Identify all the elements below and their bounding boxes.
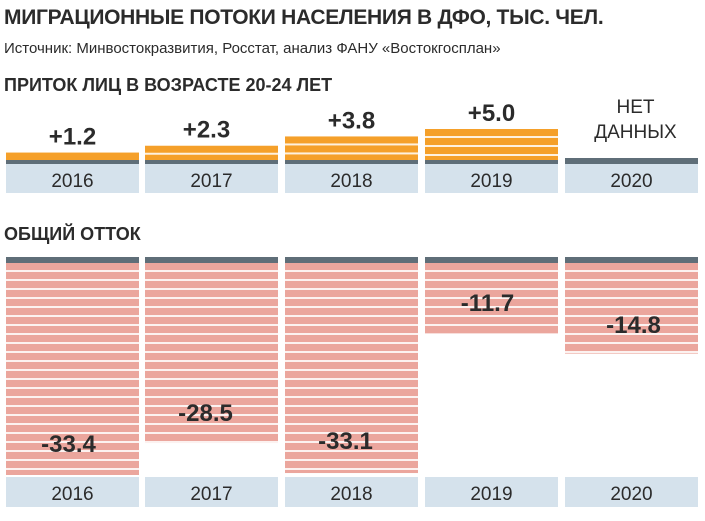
outflow-bar-2020 — [565, 263, 698, 354]
chart-source: Источник: Минвостокразвития, Росстат, ан… — [4, 40, 501, 57]
inflow-year-band — [285, 164, 418, 193]
outflow-baseline — [285, 257, 418, 263]
inflow-year-band — [425, 164, 558, 193]
inflow-year-label: 2016 — [51, 171, 93, 192]
outflow-year-band — [145, 477, 278, 507]
inflow-baseline — [565, 158, 698, 164]
inflow-year-label: 2017 — [190, 171, 232, 192]
inflow-baseline — [425, 158, 558, 164]
outflow-bar-2018 — [285, 263, 418, 474]
inflow-value-label: +5.0 — [468, 100, 515, 127]
outflow-baseline — [145, 257, 278, 263]
outflow-value-label: -33.4 — [41, 431, 96, 458]
outflow-year-band — [565, 477, 698, 507]
outflow-year-band — [425, 477, 558, 507]
inflow-bar-2019 — [425, 129, 558, 160]
outflow-bar-2019 — [425, 263, 558, 334]
outflow-year-label: 2017 — [190, 484, 232, 505]
outflow-section-title: ОБЩИЙ ОТТОК — [4, 224, 141, 244]
outflow-baseline — [425, 257, 558, 263]
outflow-bar-2016 — [6, 263, 139, 475]
inflow-value-label: +2.3 — [183, 117, 230, 144]
inflow-baseline — [285, 158, 418, 164]
inflow-baseline — [6, 158, 139, 164]
inflow-section-title: ПРИТОК ЛИЦ В ВОЗРАСТЕ 20-24 ЛЕТ — [4, 75, 333, 95]
inflow-bar-2016 — [6, 152, 139, 160]
inflow-bar-2017 — [145, 145, 278, 160]
outflow-year-label: 2016 — [51, 484, 93, 505]
inflow-year-label: 2020 — [610, 171, 652, 192]
inflow-year-band — [565, 164, 698, 193]
chart-title: МИГРАЦИОННЫЕ ПОТОКИ НАСЕЛЕНИЯ В ДФО, ТЫС… — [4, 6, 604, 29]
inflow-year-band — [6, 164, 139, 193]
inflow-value-label: ДАННЫХ — [594, 122, 677, 143]
outflow-bar-2017 — [145, 263, 278, 444]
inflow-year-label: 2018 — [330, 171, 372, 192]
outflow-baseline — [565, 257, 698, 263]
outflow-value-label: -28.5 — [178, 400, 233, 427]
inflow-bar-2018 — [285, 136, 418, 160]
inflow-value-label: +3.8 — [328, 107, 375, 134]
inflow-year-label: 2019 — [470, 171, 512, 192]
inflow-baseline — [145, 158, 278, 164]
outflow-baseline — [6, 257, 139, 263]
inflow-value-label: НЕТ — [617, 97, 655, 118]
outflow-value-label: -14.8 — [606, 312, 661, 339]
outflow-value-label: -33.1 — [318, 428, 373, 455]
inflow-year-band — [145, 164, 278, 193]
outflow-value-label: -11.7 — [461, 290, 514, 317]
outflow-year-label: 2020 — [610, 484, 652, 505]
outflow-year-band — [285, 477, 418, 507]
outflow-year-label: 2018 — [330, 484, 372, 505]
outflow-year-band — [6, 477, 139, 507]
inflow-value-label: +1.2 — [49, 124, 96, 151]
outflow-year-label: 2019 — [470, 484, 512, 505]
